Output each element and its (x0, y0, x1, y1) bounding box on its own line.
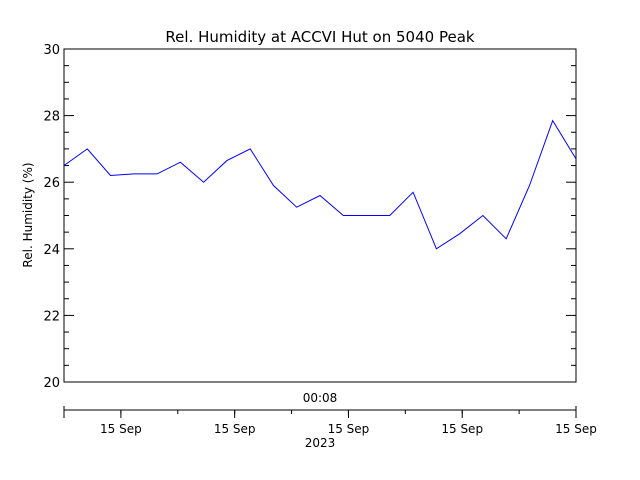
x-axis: 15 Sep 15 Sep 15 Sep 15 Sep 15 Sep (63, 406, 597, 436)
y-axis-label: Rel. Humidity (%) (21, 162, 35, 267)
y-tick-label: 20 (43, 376, 60, 391)
x-tick-label: 15 Sep (328, 422, 370, 436)
x-axis-upper-label: 00:08 (303, 391, 338, 405)
series-layer (63, 119, 577, 250)
x-tick-label: 15 Sep (555, 422, 597, 436)
y-tick-label: 26 (43, 176, 60, 191)
x-tick-label: 15 Sep (441, 422, 483, 436)
y-axis: 20 22 24 26 28 30 (43, 43, 576, 391)
plot-frame (63, 48, 577, 383)
x-tick-label: 15 Sep (214, 422, 256, 436)
y-tick-label: 30 (43, 43, 60, 58)
chart-title: Rel. Humidity at ACCVI Hut on 5040 Peak (165, 28, 474, 46)
y-tick-label: 22 (43, 309, 60, 324)
y-tick-label: 24 (43, 243, 60, 258)
humidity-series-line (63, 119, 577, 250)
x-tick-label: 15 Sep (100, 422, 142, 436)
x-axis-year-label: 2023 (305, 436, 336, 450)
y-tick-label: 28 (43, 110, 60, 125)
